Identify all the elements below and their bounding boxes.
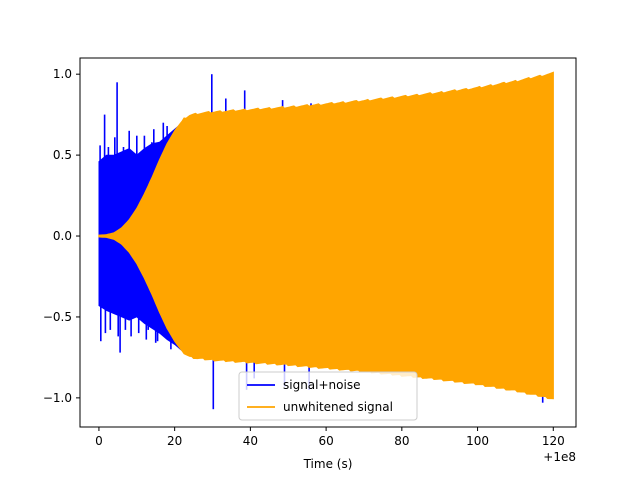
y-tick-label-0: −1.0 [43, 391, 72, 405]
axes-frame [79, 57, 577, 428]
legend-label-0: signal+noise [283, 378, 360, 392]
x-axis-label: Time (s) [303, 457, 353, 471]
y-tick-label-4: 1.0 [53, 67, 72, 81]
y-axis: −1.0 −0.5 0.0 0.5 1.0 [43, 67, 80, 405]
x-tick-label-1: 20 [167, 434, 182, 448]
x-tick-label-4: 80 [394, 434, 409, 448]
x-tick-label-0: 0 [95, 434, 103, 448]
legend-box [238, 371, 418, 421]
legend: signal+noise unwhitened signal [238, 371, 418, 421]
y-tick-label-1: −0.5 [43, 310, 72, 324]
x-axis-offset-label: +1e8 [543, 450, 576, 464]
series-unwhitened-signal-envelope [98, 71, 554, 400]
x-axis: 0 20 40 60 80 100 120 [95, 427, 565, 448]
x-tick-label-6: 120 [542, 434, 565, 448]
series-layer [98, 71, 554, 410]
x-tick-label-5: 100 [466, 434, 489, 448]
x-tick-label-3: 60 [318, 434, 333, 448]
y-tick-label-2: 0.0 [53, 229, 72, 243]
y-tick-label-3: 0.5 [53, 148, 72, 162]
legend-label-1: unwhitened signal [283, 400, 393, 414]
x-tick-label-2: 40 [243, 434, 258, 448]
